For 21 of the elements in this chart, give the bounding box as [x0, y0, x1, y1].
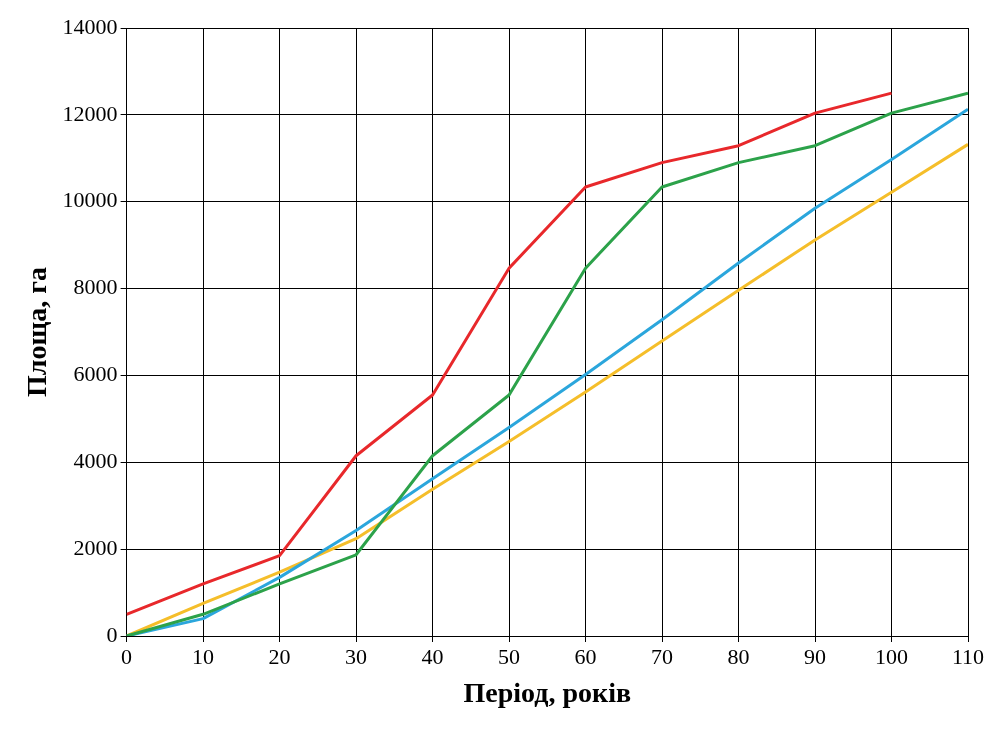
y-tick-label: 2000	[73, 534, 118, 560]
y-tick-label: 14000	[62, 13, 118, 39]
x-tick-label: 20	[268, 643, 291, 669]
y-tick-label: 6000	[73, 361, 118, 387]
x-tick-label: 60	[574, 643, 597, 669]
x-axis-title: Період, років	[463, 677, 632, 709]
y-tick-label: 10000	[62, 187, 118, 213]
x-tick-label: 90	[804, 643, 827, 669]
y-tick-label: 12000	[62, 100, 118, 126]
x-tick-label: 30	[345, 643, 368, 669]
x-tick-label: 110	[951, 643, 985, 669]
y-tick-label: 8000	[73, 274, 118, 300]
y-axis-title: Площа, га	[21, 267, 53, 397]
y-tick-label: 0	[106, 621, 118, 647]
x-tick-label: 10	[192, 643, 215, 669]
x-tick-label: 50	[498, 643, 521, 669]
x-tick-label: 40	[421, 643, 444, 669]
y-tick-label: 4000	[73, 448, 118, 474]
x-tick-label: 100	[875, 643, 909, 669]
x-tick-label: 80	[727, 643, 750, 669]
x-tick-label: 70	[651, 643, 674, 669]
